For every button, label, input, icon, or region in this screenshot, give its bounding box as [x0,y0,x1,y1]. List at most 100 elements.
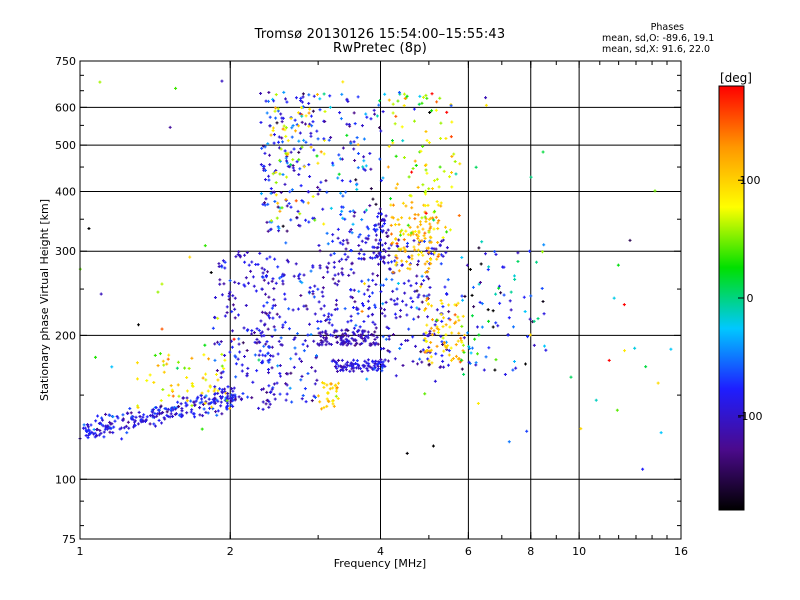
data-point [416,213,420,217]
data-point [329,382,333,386]
data-point [225,399,229,403]
data-point [263,323,267,327]
data-point [193,415,197,419]
data-point [166,414,170,418]
data-point [271,190,275,194]
data-point [333,384,337,388]
data-point [429,262,433,266]
data-point [482,368,486,372]
data-point [324,337,328,341]
data-point [412,245,416,249]
data-point [373,360,377,364]
data-point [536,317,540,321]
data-point [337,381,341,385]
data-point [223,260,227,264]
data-point [281,127,285,131]
data-point [185,376,189,380]
data-point [260,330,264,334]
data-point [432,179,436,183]
data-point [319,150,323,154]
data-point [289,357,293,361]
data-point [273,199,277,203]
data-point [306,201,310,205]
data-point [399,342,403,346]
data-point [336,227,340,231]
data-point [355,136,359,140]
data-point [348,210,352,214]
data-point [274,93,278,97]
data-point [133,424,137,428]
data-point [317,343,321,347]
data-point [297,150,301,154]
data-point [293,118,297,122]
data-point [273,303,277,307]
data-point [267,405,271,409]
data-point [325,404,329,408]
data-point [354,178,358,182]
data-point [96,414,100,418]
data-point [387,98,391,102]
data-point [363,337,367,341]
data-point [428,110,432,114]
data-point [216,391,220,395]
data-point [398,346,402,350]
data-point [429,326,433,330]
data-point [460,340,464,344]
data-point [287,307,291,311]
data-point [213,296,217,300]
data-point [349,288,353,292]
data-point [461,349,465,353]
data-point [284,241,288,245]
x-tick-label: 2 [227,545,234,558]
data-point [203,244,207,248]
data-point [310,366,314,370]
data-point [414,344,418,348]
data-point [230,310,234,314]
data-point [321,275,325,279]
data-point [301,92,305,96]
data-point [509,308,513,312]
data-point [381,176,385,180]
data-point [422,239,426,243]
data-point [294,352,298,356]
data-point [427,266,431,270]
data-point [272,325,276,329]
data-point [350,367,354,371]
data-point [313,284,317,288]
data-point [391,111,395,115]
data-point [440,340,444,344]
data-point [219,400,223,404]
data-point [177,413,181,417]
data-point [316,161,320,165]
data-point [358,325,362,329]
data-point [324,329,328,333]
data-point [468,267,472,271]
data-point [261,164,265,168]
data-point [374,202,378,206]
data-point [424,217,428,221]
data-point [331,233,335,237]
data-point [134,415,138,419]
data-point [284,372,288,376]
data-point [422,332,426,336]
data-point [153,353,157,357]
data-point [416,263,420,267]
data-point [407,175,411,179]
data-point [337,279,341,283]
data-point [240,363,244,367]
data-point [273,257,277,261]
data-point [374,238,378,242]
data-point [367,234,371,238]
data-point [407,279,411,283]
data-point [416,236,420,240]
data-point [484,96,488,100]
data-point [284,156,288,160]
data-point [382,256,386,260]
data-point [379,129,383,133]
data-point [428,331,432,335]
data-point [433,379,437,383]
data-point [355,359,359,363]
data-point [145,379,149,383]
data-point [129,411,133,415]
data-point [307,163,311,167]
